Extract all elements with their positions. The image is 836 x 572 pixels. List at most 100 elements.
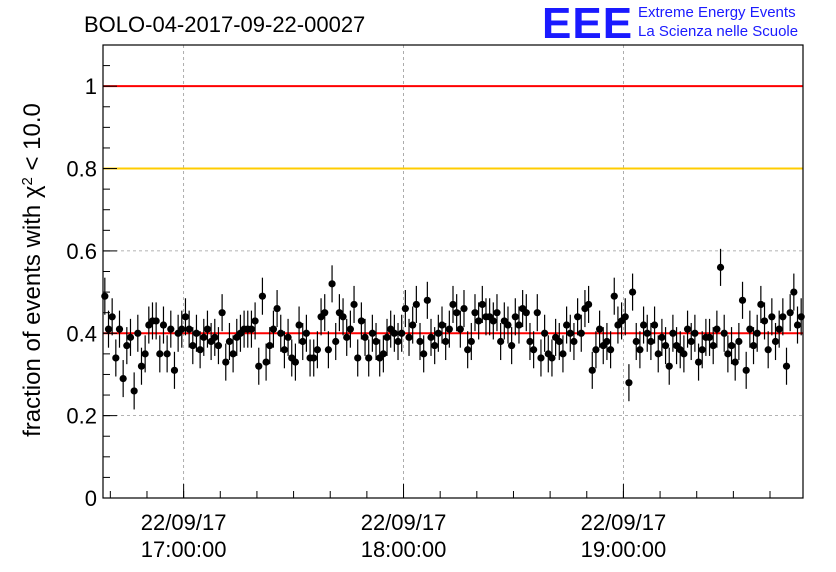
data-point (658, 333, 666, 341)
data-point (665, 362, 673, 370)
data-point (401, 304, 409, 313)
data-point (427, 333, 435, 341)
data-point (137, 362, 146, 370)
data-point (585, 300, 593, 309)
data-point (603, 337, 611, 346)
data-point (731, 358, 739, 366)
data-point (284, 333, 292, 341)
data-point (170, 366, 179, 374)
x-tick-label-time: 19:00:00 (581, 537, 667, 562)
y-tick-label: 0.4 (66, 321, 97, 346)
data-point (694, 358, 703, 366)
data-point (511, 313, 519, 321)
data-point (346, 325, 354, 333)
grid (103, 45, 803, 498)
data-point (760, 317, 769, 325)
data-point (262, 358, 270, 366)
data-point (266, 342, 274, 350)
data-point (537, 354, 545, 362)
data-point (211, 333, 219, 341)
y-axis-label-main: fraction of events with χ (19, 185, 46, 437)
data-point (775, 325, 783, 333)
data-point (764, 346, 772, 354)
data-point (643, 329, 651, 337)
y-axis-label-tail: < 10.0 (19, 103, 46, 177)
data-point (394, 337, 402, 346)
data-point (273, 304, 281, 313)
data-point (713, 325, 721, 333)
data-point (768, 313, 776, 321)
data-point (475, 317, 483, 325)
data-point (361, 333, 369, 341)
data-point (570, 337, 578, 346)
data-point (449, 300, 457, 309)
data-point (229, 350, 237, 358)
data-point (489, 317, 497, 325)
data-point (790, 288, 798, 296)
data-point (258, 292, 267, 300)
y-axis-ticks: 0 0.2 0.4 0.6 0.8 1 (66, 44, 117, 511)
data-point (313, 346, 321, 354)
data-point (727, 342, 736, 350)
data-point (566, 329, 574, 337)
data-point (628, 288, 637, 296)
data-point (269, 325, 278, 333)
data-point (687, 337, 695, 346)
data-point (471, 309, 479, 317)
data-point (368, 329, 376, 337)
data-point (515, 321, 523, 329)
data-point (104, 325, 113, 333)
data-point (456, 325, 464, 333)
data-point (555, 337, 563, 346)
data-point (163, 350, 171, 358)
run-title: BOLO-04-2017-09-22-00027 (84, 12, 366, 37)
data-point (141, 350, 149, 358)
data-point (467, 337, 475, 346)
data-point (588, 366, 596, 374)
data-point (343, 333, 351, 341)
data-point (222, 358, 230, 366)
data-point (654, 350, 662, 358)
data-point (709, 342, 717, 350)
data-point (661, 342, 670, 350)
data-point (332, 337, 340, 346)
x-axis-ticks: 22/09/1717:00:0022/09/1718:00:0022/09/17… (109, 484, 771, 562)
data-point (735, 337, 743, 346)
data-point (548, 354, 556, 362)
data-point (746, 325, 754, 333)
data-point (354, 354, 362, 362)
plot-frame (102, 44, 804, 499)
data-point (445, 325, 453, 333)
data-point (504, 321, 512, 329)
x-tick-label-date: 22/09/17 (581, 510, 667, 535)
y-tick-label: 0 (85, 486, 97, 511)
data-point (420, 350, 428, 358)
reference-lines (103, 85, 803, 335)
data-point (541, 329, 549, 337)
data-point (339, 313, 347, 321)
data-point (724, 350, 732, 358)
data-point (497, 337, 505, 346)
data-point (255, 362, 263, 370)
data-point (797, 313, 805, 321)
data-point (442, 337, 450, 346)
data-point (559, 350, 567, 358)
data-point (595, 325, 604, 333)
data-point (357, 317, 365, 325)
data-point (101, 292, 109, 300)
data-point (522, 309, 530, 317)
logo-line-2: La Scienza nelle Scuole (638, 23, 799, 40)
data-point (365, 354, 373, 362)
y-tick-label: 0.2 (66, 404, 97, 429)
data-point (563, 321, 571, 329)
data-points (101, 248, 805, 410)
data-point (310, 354, 318, 362)
data-point (632, 337, 640, 346)
data-point (390, 329, 398, 337)
data-point (119, 374, 127, 383)
data-point (691, 329, 699, 337)
data-point (423, 296, 431, 304)
data-point (592, 346, 600, 354)
data-point (200, 333, 208, 341)
